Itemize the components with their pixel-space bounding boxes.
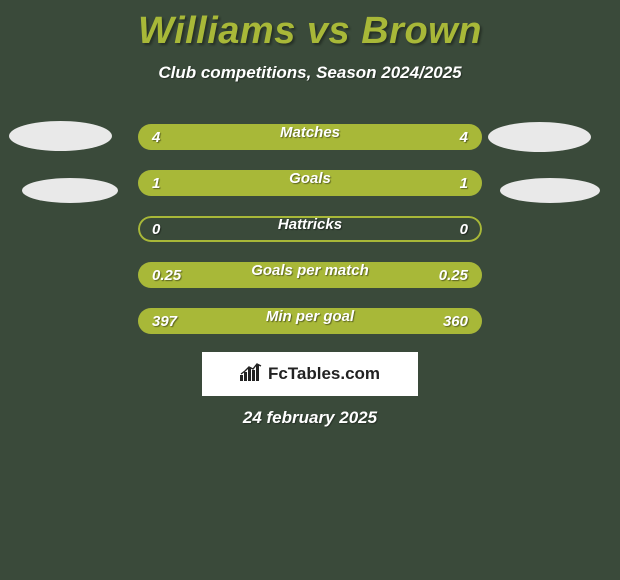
brand-box[interactable]: FcTables.com <box>202 352 418 396</box>
date-line: 24 february 2025 <box>0 408 620 428</box>
stat-right-value: 360 <box>443 313 468 330</box>
stat-row-values: 397 360 <box>138 308 482 334</box>
stat-row-values: 11 <box>138 170 482 196</box>
stat-left-value: 1 <box>152 175 160 192</box>
stat-right-value: 1 <box>460 175 468 192</box>
bars-icon <box>240 363 262 386</box>
stat-row: 00Hattricks <box>138 216 482 242</box>
stat-row-values: 00 <box>138 216 482 242</box>
player-photo-left-2 <box>22 178 118 203</box>
stat-row-values: 44 <box>138 124 482 150</box>
player-photo-right-2 <box>500 178 600 203</box>
stat-left-value: 0.25 <box>152 267 181 284</box>
player-photo-right-1 <box>488 122 591 152</box>
stat-right-value: 4 <box>460 129 468 146</box>
infographic-root: Williams vs Brown Club competitions, Sea… <box>0 0 620 580</box>
stat-row-values: 0.25 0.25 <box>138 262 482 288</box>
stat-row: 11Goals <box>138 170 482 196</box>
comparison-bars: 44Matches11Goals00Hattricks0.250.25Goals… <box>138 124 482 354</box>
stat-right-value: 0 <box>460 221 468 238</box>
page-title: Williams vs Brown <box>0 0 620 53</box>
brand-text: FcTables.com <box>268 364 380 384</box>
player-photo-left-1 <box>9 121 112 151</box>
stat-right-value: 0.25 <box>439 267 468 284</box>
stat-row: 44Matches <box>138 124 482 150</box>
stat-row: 0.250.25Goals per match <box>138 262 482 288</box>
stat-row: 397360Min per goal <box>138 308 482 334</box>
stat-left-value: 4 <box>152 129 160 146</box>
stat-left-value: 0 <box>152 221 160 238</box>
page-subtitle: Club competitions, Season 2024/2025 <box>0 63 620 83</box>
stat-left-value: 397 <box>152 313 177 330</box>
